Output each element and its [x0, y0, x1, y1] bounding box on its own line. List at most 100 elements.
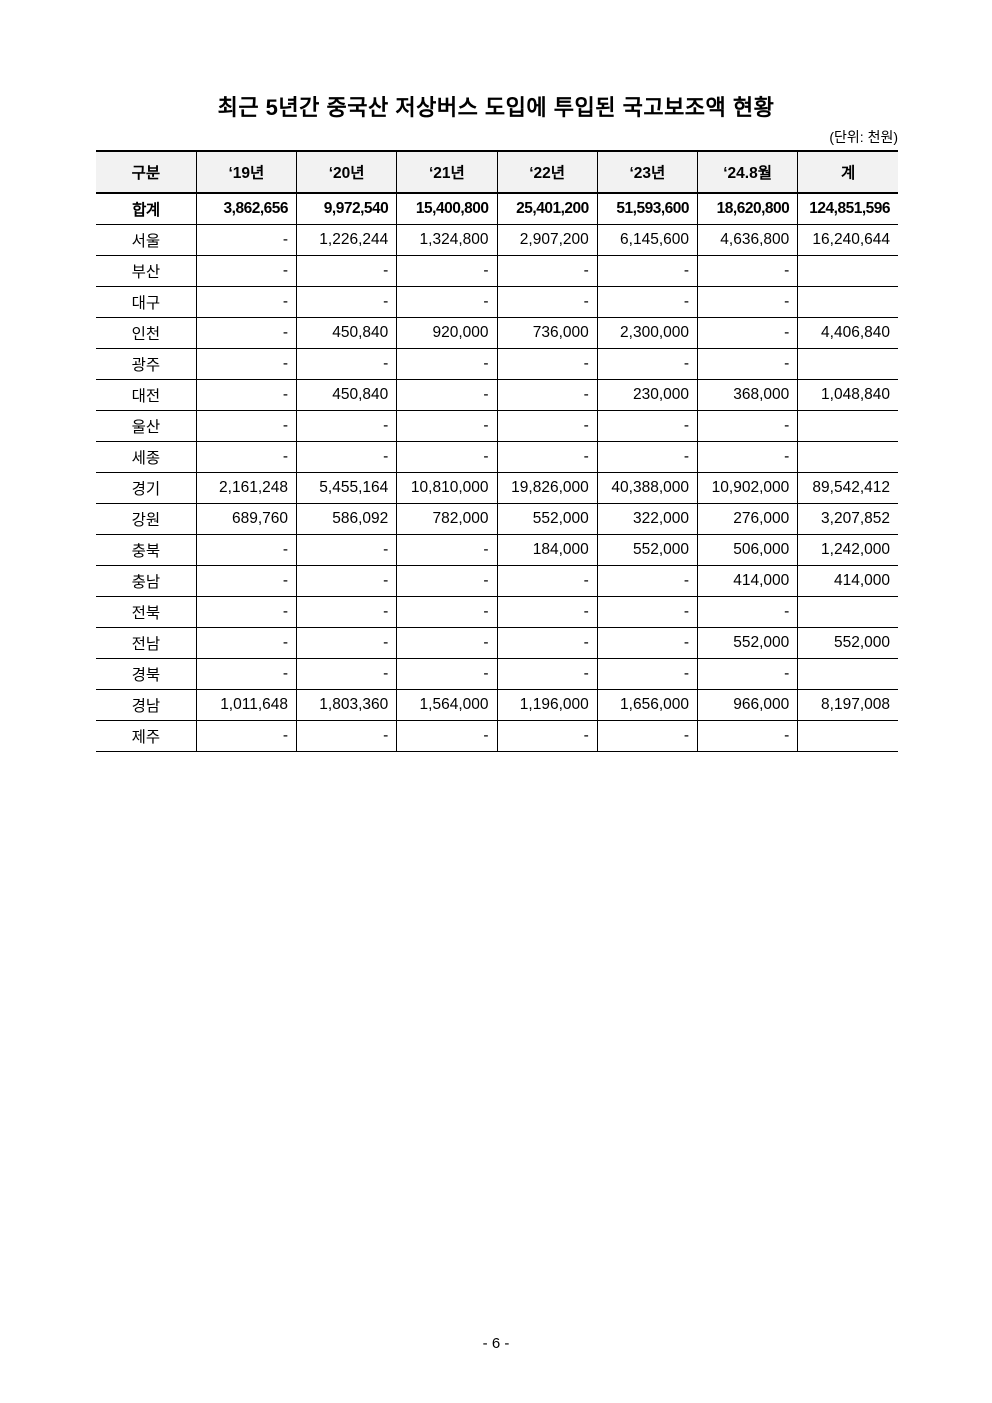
value-cell: - [396, 658, 497, 690]
region-cell: 경북 [96, 658, 197, 690]
value-cell: 2,300,000 [596, 317, 698, 349]
table-row: 경남 1,011,648 1,803,360 1,564,000 1,196,000 1,… [96, 689, 898, 721]
value-cell: 1,011,648 [195, 689, 297, 721]
column-header: ‘24.8월 [696, 150, 798, 194]
table-row: 전남 - - - - -552,000 552,000 [96, 627, 898, 659]
table-row: 대구 - - - - - - [96, 286, 898, 318]
value-cell: - [195, 534, 297, 566]
value-cell: - [496, 286, 598, 318]
value-cell: 552,000 [596, 534, 698, 566]
value-cell: 322,000 [596, 503, 698, 535]
value-cell: - [396, 379, 497, 411]
region-cell: 서울 [96, 224, 197, 256]
value-cell: - [396, 534, 497, 566]
table-row: 충남 - - - - -414,000 414,000 [96, 565, 898, 597]
value-cell: - [596, 348, 698, 380]
region-cell: 전북 [96, 596, 197, 628]
table-row: 세종 - - - - - - [96, 441, 898, 473]
table-row: 대전 -450,840- -230,000 368,000 1,048,840 [96, 379, 898, 411]
table-row: 광주 - - - - - - [96, 348, 898, 380]
value-cell: - [195, 596, 297, 628]
value-cell [797, 596, 898, 628]
value-cell: 450,840 [295, 317, 397, 349]
value-cell: - [696, 286, 798, 318]
value-cell: 414,000 [797, 565, 898, 597]
value-cell: - [596, 565, 698, 597]
value-cell: - [496, 441, 598, 473]
value-cell: 552,000 [797, 627, 898, 659]
value-cell: - [496, 410, 598, 442]
value-cell: 552,000 [696, 627, 798, 659]
value-cell: - [496, 348, 598, 380]
value-cell: - [696, 317, 798, 349]
value-cell: - [696, 720, 798, 752]
value-cell: 1,324,800 [396, 224, 497, 256]
value-cell: 450,840 [295, 379, 397, 411]
value-cell: 4,406,840 [797, 317, 898, 349]
value-cell: - [396, 286, 497, 318]
value-cell: 10,810,000 [396, 472, 497, 504]
value-cell: - [696, 410, 798, 442]
table-row: 제주 - - - - - - [96, 720, 898, 752]
value-cell: - [195, 627, 297, 659]
value-cell: 15,400,800 [396, 193, 497, 225]
region-cell: 충남 [96, 565, 197, 597]
value-cell: 1,656,000 [596, 689, 698, 721]
value-cell: - [295, 720, 397, 752]
column-header: ‘22년 [496, 150, 598, 194]
value-cell: 586,092 [295, 503, 397, 535]
value-cell: - [696, 348, 798, 380]
region-cell: 대구 [96, 286, 197, 318]
value-cell: 1,803,360 [295, 689, 397, 721]
column-header: ‘19년 [195, 150, 297, 194]
value-cell: - [195, 565, 297, 597]
region-cell: 세종 [96, 441, 197, 473]
table-row: 충북 - - -184,000 552,000 506,000 1,242,000 [96, 534, 898, 566]
value-cell: - [496, 596, 598, 628]
value-cell: - [396, 720, 497, 752]
value-cell: 1,226,244 [295, 224, 397, 256]
value-cell: 10,902,000 [696, 472, 798, 504]
value-cell [797, 441, 898, 473]
value-cell: - [596, 720, 698, 752]
value-cell: - [496, 658, 598, 690]
value-cell: 51,593,600 [596, 193, 698, 225]
region-cell: 부산 [96, 255, 197, 287]
total-row: 합계 3,862,656 9,972,540 15,400,800 25,401,200… [96, 193, 898, 225]
value-cell: - [295, 441, 397, 473]
value-cell: - [396, 348, 497, 380]
value-cell: 230,000 [596, 379, 698, 411]
value-cell: - [195, 286, 297, 318]
value-cell: 124,851,596 [797, 193, 898, 225]
value-cell: 40,388,000 [596, 472, 698, 504]
value-cell [797, 286, 898, 318]
value-cell: 1,048,840 [797, 379, 898, 411]
value-cell: - [696, 255, 798, 287]
column-header: ‘20년 [295, 150, 397, 194]
region-cell: 합계 [96, 193, 197, 225]
value-cell: - [596, 627, 698, 659]
value-cell: - [596, 410, 698, 442]
value-cell: - [596, 441, 698, 473]
value-cell: - [596, 596, 698, 628]
value-cell: - [696, 596, 798, 628]
value-cell: - [295, 410, 397, 442]
value-cell: 3,862,656 [195, 193, 297, 225]
region-cell: 강원 [96, 503, 197, 535]
value-cell: 2,907,200 [496, 224, 598, 256]
value-cell: - [496, 565, 598, 597]
value-cell: 689,760 [195, 503, 297, 535]
value-cell: - [295, 658, 397, 690]
value-cell: - [295, 565, 397, 597]
table-row: 경기 2,161,248 5,455,164 10,810,000 19,826,000… [96, 472, 898, 504]
region-cell: 전남 [96, 627, 197, 659]
value-cell: 966,000 [696, 689, 798, 721]
value-cell: - [696, 441, 798, 473]
value-cell: - [396, 565, 497, 597]
table-row: 전북 - - - - - - [96, 596, 898, 628]
region-cell: 경기 [96, 472, 197, 504]
table-row: 인천 -450,840 920,000 736,000 2,300,000-4,406,… [96, 317, 898, 349]
value-cell: 89,542,412 [797, 472, 898, 504]
value-cell [797, 410, 898, 442]
value-cell: - [195, 410, 297, 442]
